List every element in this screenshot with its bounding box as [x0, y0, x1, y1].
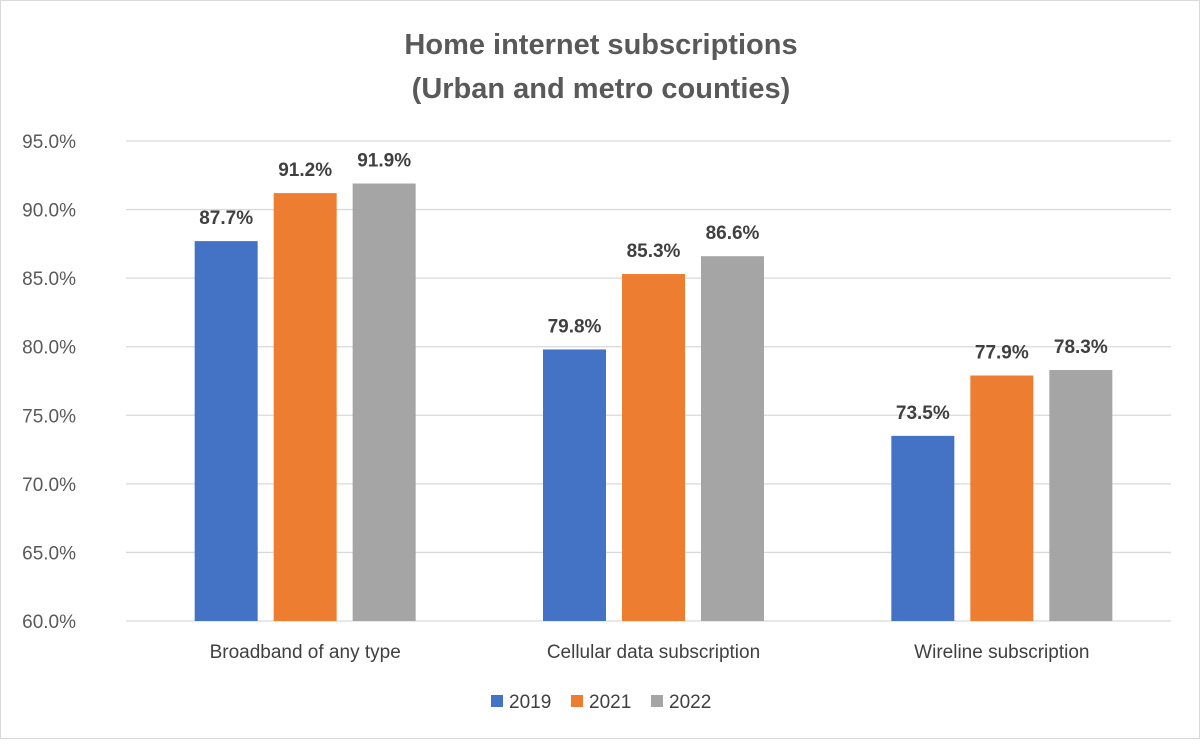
bar-2021 [970, 375, 1034, 621]
bar-2019 [891, 435, 955, 621]
bar-2021 [273, 193, 337, 621]
bar-2019 [194, 241, 258, 621]
data-label: 77.9% [975, 343, 1029, 364]
y-tick-label: 80.0% [22, 338, 76, 359]
chart-title-line-2: (Urban and metro counties) [412, 73, 791, 105]
legend-swatch-2021 [571, 695, 583, 707]
y-tick-label: 65.0% [22, 543, 76, 564]
y-tick-label: 75.0% [22, 406, 76, 427]
data-label: 73.5% [896, 403, 950, 424]
category-label: Wireline subscription [914, 642, 1089, 663]
data-label: 86.6% [706, 223, 760, 244]
y-tick-label: 95.0% [22, 132, 76, 153]
bar-2022 [701, 256, 764, 621]
y-tick-label: 70.0% [22, 475, 76, 496]
y-tick-label: 60.0% [22, 612, 76, 633]
data-label: 79.8% [548, 316, 602, 337]
data-label: 85.3% [627, 241, 681, 262]
bar-2019 [543, 349, 606, 621]
chart-title-line-1: Home internet subscriptions [404, 29, 797, 61]
bar-2022 [352, 183, 416, 621]
data-label: 91.9% [357, 151, 411, 172]
bar-2022 [1049, 370, 1113, 621]
legend-swatch-2022 [651, 695, 663, 707]
y-tick-label: 90.0% [22, 201, 76, 222]
legend-label: 2019 [509, 692, 551, 713]
data-label: 91.2% [278, 160, 332, 181]
category-label: Broadband of any type [210, 642, 401, 663]
legend-swatch-2019 [491, 695, 503, 707]
data-label: 87.7% [199, 208, 253, 229]
data-label: 78.3% [1054, 337, 1108, 358]
bar-2021 [622, 274, 685, 621]
legend-label: 2022 [669, 692, 711, 713]
category-label: Cellular data subscription [547, 642, 760, 663]
legend-label: 2021 [589, 692, 631, 713]
y-tick-label: 85.0% [22, 269, 76, 290]
